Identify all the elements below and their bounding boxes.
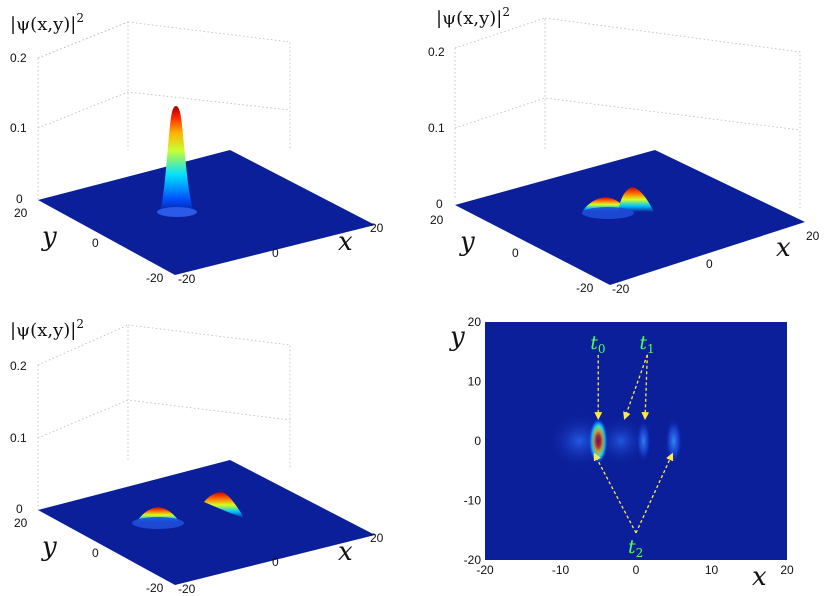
z-tick: 0.1 [10, 121, 27, 135]
time-label: t0 [590, 332, 605, 356]
x-ticks: -20 -10 0 10 20 [476, 563, 794, 577]
peak-base [132, 517, 184, 529]
time-label: t1 [639, 332, 654, 356]
heatmap-blob [665, 418, 683, 464]
surface-panel-t1: |ψ(x,y)|2 0.2 0.1 0 20 0 -20 -20 0 20 y … [428, 5, 820, 296]
x-tick: -10 [552, 563, 570, 577]
y-tick: 20 [14, 206, 28, 220]
axes-grid [454, 17, 801, 208]
y-tick: 0 [474, 434, 481, 448]
y-tick: 0 [92, 546, 99, 560]
y-axis-label: y [41, 222, 57, 252]
y-tick: -20 [146, 581, 164, 595]
x-tick: 20 [806, 229, 820, 243]
surface-plane [38, 150, 375, 275]
time-label: t2 [628, 536, 643, 560]
annotation-arrow [593, 452, 637, 534]
surface-peak [204, 492, 244, 518]
peak-base [582, 207, 634, 219]
x-tick: -20 [476, 563, 494, 577]
x-tick: -20 [612, 282, 630, 296]
x-axis-label: x [338, 227, 353, 257]
z-tick: 0 [16, 502, 23, 516]
y-axis-label: y [41, 532, 57, 562]
z-tick: 0 [16, 192, 23, 206]
surface-panel-t0: |ψ(x,y)|2 0.2 0.1 0 20 0 -20 -20 0 20 y … [10, 11, 384, 286]
x-tick: 0 [633, 563, 640, 577]
x-tick: 20 [370, 531, 384, 545]
z-axis-label: |ψ(x,y)|2 [10, 11, 84, 35]
x-tick: 0 [706, 257, 713, 271]
surface-peak [618, 187, 654, 212]
annotation-arrow [623, 354, 648, 420]
time-annotation-arrows [593, 354, 674, 534]
z-tick: 0.2 [10, 51, 27, 65]
y-axis-label: y [459, 227, 475, 257]
y-ticks: 20 10 0 -10 -20 [464, 315, 482, 567]
time-annotations: t0 t1 t2 [590, 332, 654, 560]
heatmap-blob [594, 416, 648, 466]
y-axis-label: y [449, 322, 465, 352]
y-tick: 20 [468, 315, 482, 329]
surface-plane [455, 150, 805, 285]
axes-grid [37, 21, 291, 200]
y-tick: 0 [512, 246, 519, 260]
x-tick: 20 [370, 221, 384, 235]
surface-plane [38, 460, 375, 585]
y-tick: -20 [146, 271, 164, 285]
x-tick: 0 [272, 246, 279, 260]
y-tick: -10 [464, 494, 482, 508]
z-tick: 0 [436, 197, 443, 211]
x-tick: -20 [178, 582, 196, 596]
heatmap-panel: t0 t1 t2 -20 -10 0 10 20 20 10 0 -10 -20 y x [449, 315, 794, 592]
y-tick: -20 [576, 281, 594, 295]
z-axis-label: |ψ(x,y)|2 [10, 317, 84, 341]
heatmap-blob [636, 420, 651, 462]
z-tick: 0.2 [10, 359, 27, 373]
surface-peak [160, 106, 194, 212]
x-tick: 20 [780, 563, 794, 577]
z-tick: 0.1 [428, 121, 445, 135]
axes-grid [37, 324, 291, 510]
peak-base [157, 207, 197, 217]
x-tick: 10 [705, 563, 719, 577]
x-tick: 0 [272, 555, 279, 569]
z-axis-label: |ψ(x,y)|2 [436, 5, 510, 29]
y-tick: 20 [430, 213, 444, 227]
x-tick: -20 [178, 272, 196, 286]
y-tick: 0 [92, 236, 99, 250]
x-axis-label: x [752, 562, 767, 592]
annotation-arrow [635, 452, 674, 534]
surface-panel-t2: |ψ(x,y)|2 0.2 0.1 0 20 0 -20 -20 0 20 y … [10, 317, 384, 596]
y-tick: -20 [464, 553, 482, 567]
y-tick: 20 [14, 516, 28, 530]
y-tick: 10 [468, 375, 482, 389]
z-tick: 0.1 [10, 431, 27, 445]
x-axis-label: x [776, 233, 791, 263]
z-tick: 0.2 [428, 45, 445, 59]
x-axis-label: x [338, 537, 353, 567]
